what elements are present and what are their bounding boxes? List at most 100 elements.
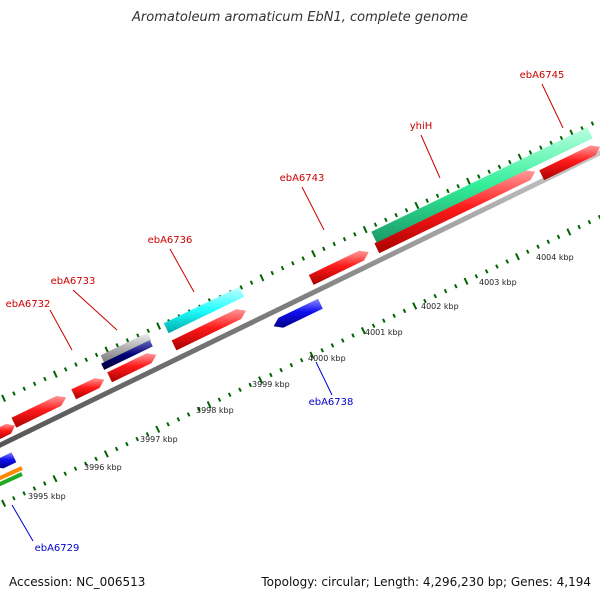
tick-mark-lower bbox=[536, 244, 540, 249]
forward-feature-cyan[interactable] bbox=[163, 286, 245, 334]
tick-mark-lower bbox=[103, 450, 109, 458]
tick-mark-lower bbox=[279, 367, 283, 373]
gene-label-eba6732[interactable]: ebA6732 bbox=[6, 299, 51, 310]
gene-label-yhih[interactable]: yhiH bbox=[410, 121, 433, 132]
tick-mark-lower bbox=[412, 302, 418, 310]
reverse-feature-orange[interactable] bbox=[0, 466, 23, 481]
tick-mark-upper bbox=[311, 249, 317, 258]
tick-mark-lower bbox=[505, 259, 509, 264]
tick-mark-upper bbox=[291, 261, 295, 266]
gene-callout-line bbox=[315, 361, 333, 396]
tick-mark-upper bbox=[342, 236, 347, 242]
forward-gene-arrow[interactable] bbox=[0, 423, 15, 440]
tick-mark-lower bbox=[135, 436, 139, 442]
tick-mark-upper bbox=[270, 270, 275, 276]
tick-mark-lower bbox=[94, 456, 98, 462]
tick-mark-lower bbox=[463, 277, 469, 285]
forward-gene-arrow[interactable] bbox=[11, 395, 67, 428]
tick-mark-upper bbox=[487, 169, 491, 174]
tick-mark-upper bbox=[280, 265, 285, 271]
tick-mark-upper bbox=[259, 274, 265, 282]
tick-mark-upper bbox=[549, 140, 553, 146]
ruler-label: 4004 kbp bbox=[536, 253, 574, 262]
forward-gene-arrow[interactable] bbox=[171, 309, 246, 351]
reverse-gene-arrow[interactable] bbox=[273, 298, 323, 328]
tick-mark-upper bbox=[508, 159, 512, 165]
gene-callout-line bbox=[11, 504, 34, 542]
tick-mark-upper bbox=[353, 232, 357, 237]
genome-backbone bbox=[0, 150, 600, 448]
tick-mark-upper bbox=[435, 193, 440, 199]
tick-mark-lower bbox=[227, 392, 232, 397]
tick-mark-lower bbox=[423, 298, 427, 304]
tick-mark-lower bbox=[217, 397, 222, 402]
gene-label-eba6743[interactable]: ebA6743 bbox=[280, 173, 325, 184]
ruler-label: 3995 kbp bbox=[28, 492, 66, 501]
tick-mark-lower bbox=[114, 446, 119, 452]
tick-mark-upper bbox=[559, 135, 564, 141]
forward-gene-arrow[interactable] bbox=[71, 378, 105, 400]
forward-gene-arrow[interactable] bbox=[539, 145, 600, 181]
tick-mark-upper bbox=[497, 164, 502, 170]
forward-gene-arrow[interactable] bbox=[374, 170, 536, 254]
tick-mark-upper bbox=[446, 188, 450, 194]
tick-mark-upper bbox=[12, 391, 16, 396]
tick-mark-lower bbox=[577, 224, 581, 230]
tick-mark-lower bbox=[566, 228, 572, 236]
gene-callout-line bbox=[169, 248, 195, 293]
tick-mark-lower bbox=[289, 362, 294, 368]
tick-mark-upper bbox=[136, 333, 140, 338]
tick-mark-upper bbox=[456, 183, 460, 189]
tick-mark-upper bbox=[22, 386, 27, 391]
tick-mark-upper bbox=[528, 150, 533, 155]
ruler-label: 3998 kbp bbox=[196, 406, 234, 415]
tick-mark-lower bbox=[258, 376, 264, 384]
tick-mark-lower bbox=[514, 252, 520, 261]
accession-text: Accession: NC_006513 bbox=[9, 575, 146, 589]
tick-mark-lower bbox=[330, 343, 335, 348]
tick-mark-lower bbox=[73, 466, 78, 471]
tick-mark-lower bbox=[1, 499, 7, 507]
tick-mark-lower bbox=[320, 348, 324, 353]
tick-mark-lower bbox=[340, 338, 345, 343]
tick-mark-upper bbox=[477, 174, 481, 179]
tick-mark-lower bbox=[206, 400, 212, 409]
tick-mark-upper bbox=[332, 241, 336, 247]
tick-mark-upper bbox=[249, 280, 254, 285]
tick-mark-lower bbox=[125, 441, 129, 447]
tick-mark-upper bbox=[414, 201, 420, 210]
tick-mark-upper bbox=[425, 198, 429, 203]
tick-mark-lower bbox=[495, 264, 499, 269]
forward-gene-arrow[interactable] bbox=[308, 250, 369, 285]
forward-feature-navy[interactable] bbox=[101, 340, 153, 370]
reverse-gene-arrow[interactable] bbox=[0, 452, 17, 469]
forward-feature-teal[interactable] bbox=[371, 127, 593, 243]
gene-label-eba6736[interactable]: ebA6736 bbox=[148, 235, 193, 246]
gene-label-eba6745[interactable]: ebA6745 bbox=[520, 70, 565, 81]
tick-mark-lower bbox=[360, 326, 366, 335]
tick-mark-upper bbox=[115, 343, 120, 348]
tick-mark-upper bbox=[63, 367, 68, 372]
tick-mark-upper bbox=[74, 362, 78, 367]
tick-mark-lower bbox=[299, 357, 304, 363]
gene-label-eba6738[interactable]: ebA6738 bbox=[309, 397, 354, 408]
tick-mark-upper bbox=[373, 222, 378, 228]
tick-mark-lower bbox=[84, 461, 88, 467]
tick-mark-lower bbox=[12, 496, 16, 501]
ruler-label: 4003 kbp bbox=[479, 278, 517, 287]
forward-feature-gray[interactable] bbox=[100, 332, 152, 364]
tick-mark-lower bbox=[22, 491, 26, 496]
reverse-feature-green[interactable] bbox=[0, 472, 23, 487]
tick-mark-upper bbox=[394, 212, 398, 218]
forward-gene-arrow[interactable] bbox=[107, 353, 157, 383]
gene-label-eba6733[interactable]: ebA6733 bbox=[51, 276, 96, 287]
tick-mark-lower bbox=[145, 431, 150, 437]
gene-label-eba6729[interactable]: ebA6729 bbox=[35, 543, 80, 554]
tick-mark-lower bbox=[248, 382, 253, 388]
gene-callout-line bbox=[420, 134, 441, 179]
tick-mark-upper bbox=[539, 145, 543, 150]
ruler-label: 4002 kbp bbox=[421, 302, 459, 311]
tick-mark-upper bbox=[580, 126, 584, 131]
